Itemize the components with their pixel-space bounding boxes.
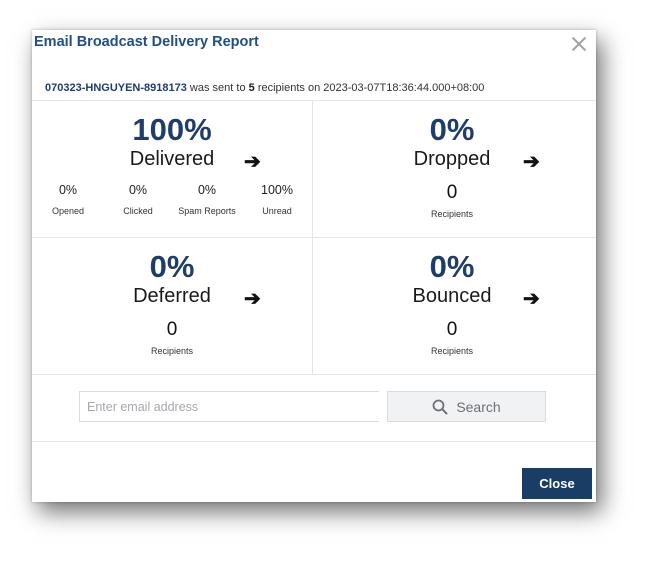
- delivered-label: Delivered: [129, 148, 215, 170]
- deferred-percent: 0%: [149, 249, 195, 284]
- bounced-count: 0: [446, 319, 458, 340]
- divider: [32, 100, 596, 101]
- broadcast-reference: 070323-HNGUYEN-8918173: [45, 82, 187, 94]
- deferred-arrow-icon[interactable]: ➔: [244, 288, 261, 310]
- opened-label: Opened: [51, 206, 85, 216]
- search-button[interactable]: Search: [387, 391, 546, 422]
- deferred-panel: 0% Deferred ➔ 0 Recipients: [32, 237, 312, 374]
- clicked-value: 0%: [128, 183, 148, 197]
- delivered-panel: 100% Delivered ➔ 0% Opened 0% Clicked 0%…: [32, 100, 312, 237]
- dropped-label: Dropped: [413, 148, 491, 170]
- divider: [32, 237, 596, 238]
- deferred-count: 0: [166, 319, 178, 340]
- close-icon[interactable]: [570, 35, 588, 53]
- delivery-report-dialog: Email Broadcast Delivery Report 070323-H…: [32, 30, 596, 502]
- spam-reports-label: Spam Reports: [178, 206, 236, 216]
- dropped-count-label: Recipients: [430, 209, 474, 219]
- dropped-percent: 0%: [429, 112, 475, 147]
- opened-value: 0%: [58, 183, 78, 197]
- dropped-arrow-icon[interactable]: ➔: [523, 151, 540, 173]
- sent-timestamp: 2023-03-07T18:36:44.000+08:00: [323, 82, 485, 94]
- delivered-percent: 100%: [132, 112, 212, 147]
- unread-label: Unread: [262, 206, 292, 216]
- delivered-arrow-icon[interactable]: ➔: [244, 151, 261, 173]
- dropped-count: 0: [446, 182, 458, 203]
- search-icon: [432, 399, 448, 414]
- bounced-percent: 0%: [429, 249, 475, 284]
- bounced-arrow-icon[interactable]: ➔: [523, 288, 540, 310]
- bounced-label: Bounced: [412, 285, 492, 307]
- summary-text-recipients: recipients on: [254, 82, 324, 94]
- search-button-label: Search: [456, 398, 501, 415]
- recipient-count: 5: [248, 82, 255, 94]
- report-summary: 070323-HNGUYEN-8918173 was sent to 5 rec…: [45, 82, 484, 94]
- spam-reports-value: 0%: [197, 183, 217, 197]
- dropped-panel: 0% Dropped ➔ 0 Recipients: [313, 100, 596, 237]
- deferred-label: Deferred: [133, 285, 211, 307]
- clicked-label: Clicked: [123, 206, 153, 216]
- deferred-count-label: Recipients: [150, 346, 194, 356]
- dialog-title: Email Broadcast Delivery Report: [34, 34, 259, 50]
- summary-text-sent: was sent to: [186, 82, 249, 94]
- bounced-count-label: Recipients: [430, 346, 474, 356]
- close-button[interactable]: Close: [522, 468, 592, 499]
- email-search-input[interactable]: [79, 391, 379, 422]
- divider: [32, 441, 596, 442]
- divider: [32, 374, 596, 375]
- bounced-panel: 0% Bounced ➔ 0 Recipients: [313, 237, 596, 374]
- unread-value: 100%: [261, 183, 293, 197]
